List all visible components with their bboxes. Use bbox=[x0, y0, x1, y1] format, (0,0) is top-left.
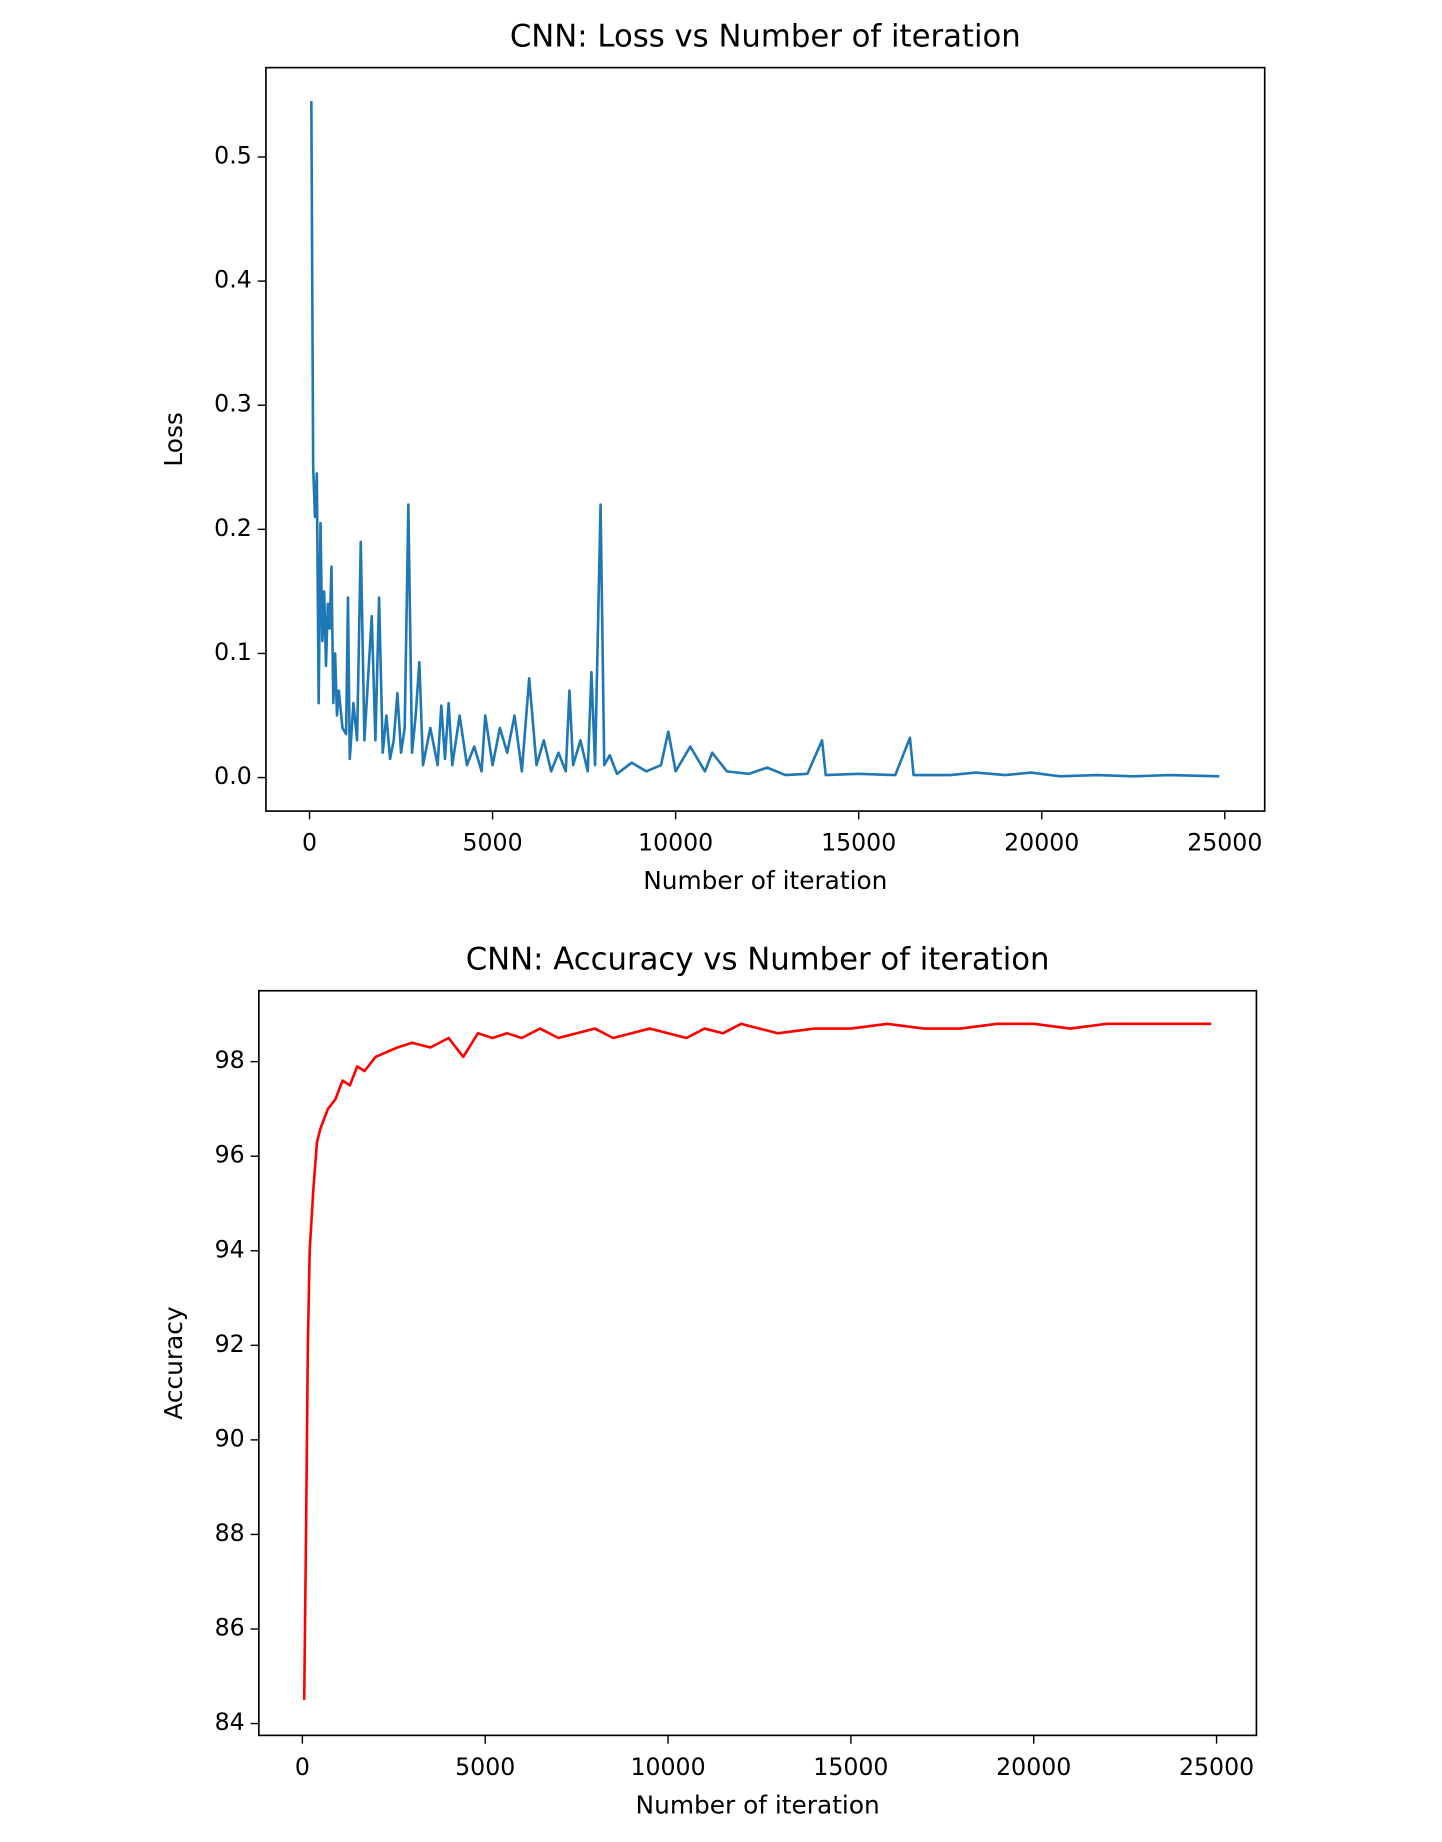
y-tick-label: 0.3 bbox=[214, 390, 252, 418]
x-tick-label: 0 bbox=[295, 1753, 310, 1781]
axes-frame bbox=[265, 66, 1266, 812]
x-tick-label: 0 bbox=[302, 829, 317, 857]
x-tick-label: 5000 bbox=[463, 829, 523, 857]
x-tick-label: 10000 bbox=[630, 1753, 705, 1781]
x-tick-label: 25000 bbox=[1187, 829, 1262, 857]
y-tick-label: 0.2 bbox=[214, 514, 252, 542]
y-axis-label: Loss bbox=[159, 412, 188, 466]
chart-title: CNN: Accuracy vs Number of iteration bbox=[466, 942, 1050, 978]
y-tick-label: 84 bbox=[215, 1708, 245, 1736]
x-tick-label: 20000 bbox=[1004, 829, 1079, 857]
y-tick-label: 0.0 bbox=[214, 762, 252, 790]
x-tick-label: 15000 bbox=[813, 1753, 888, 1781]
y-tick-label: 98 bbox=[215, 1046, 245, 1074]
axes-frame bbox=[258, 989, 1258, 1737]
data-line bbox=[302, 1022, 1212, 1700]
x-axis-label: Number of iteration bbox=[636, 1790, 880, 1819]
y-tick-label: 0.5 bbox=[214, 141, 252, 169]
chart-title: CNN: Loss vs Number of iteration bbox=[510, 19, 1021, 55]
y-tick-label: 92 bbox=[215, 1330, 245, 1358]
x-tick-label: 5000 bbox=[455, 1753, 515, 1781]
x-tick-label: 10000 bbox=[638, 829, 713, 857]
y-tick-label: 0.4 bbox=[214, 266, 252, 294]
y-tick-label: 96 bbox=[215, 1141, 245, 1169]
y-tick-label: 88 bbox=[215, 1519, 245, 1547]
x-tick-label: 15000 bbox=[821, 829, 896, 857]
y-axis-label: Accuracy bbox=[159, 1306, 188, 1419]
y-tick-label: 94 bbox=[215, 1235, 245, 1263]
y-tick-label: 86 bbox=[215, 1613, 245, 1641]
y-tick-label: 90 bbox=[215, 1424, 245, 1452]
y-tick-label: 0.1 bbox=[214, 638, 252, 666]
x-axis-label: Number of iteration bbox=[643, 866, 887, 895]
data-line bbox=[310, 101, 1220, 778]
x-tick-label: 20000 bbox=[996, 1753, 1071, 1781]
x-tick-label: 25000 bbox=[1179, 1753, 1254, 1781]
